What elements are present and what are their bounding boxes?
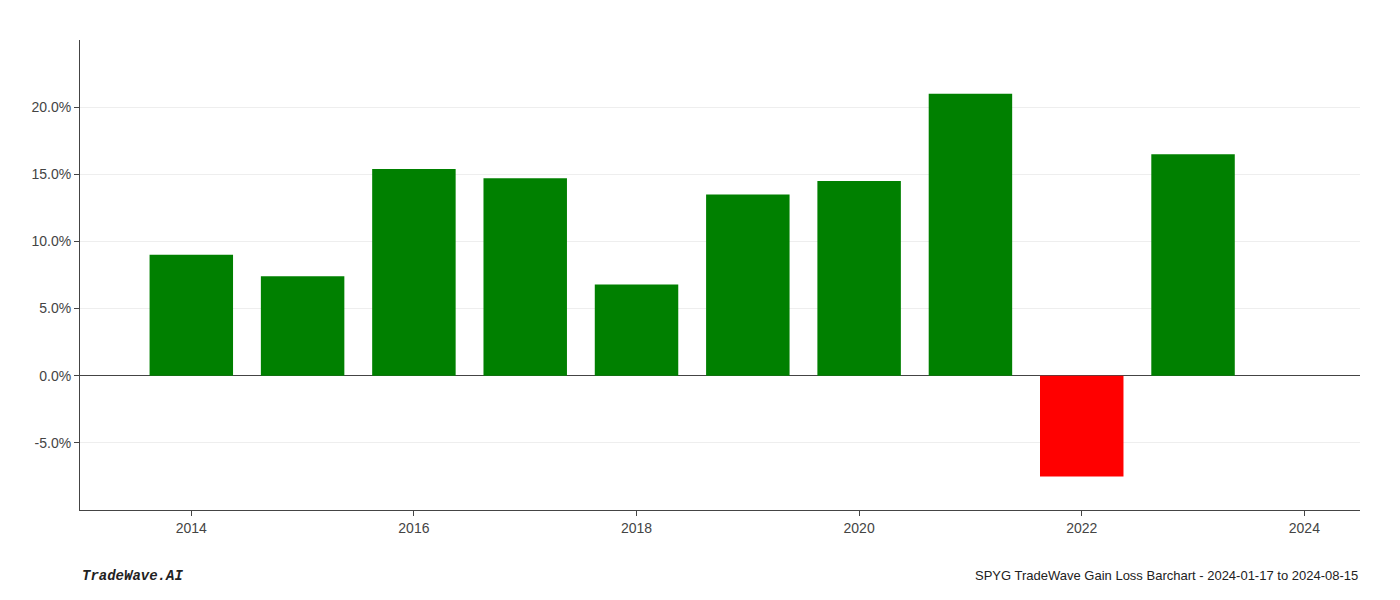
svg-text:2022: 2022 [1066,520,1097,536]
svg-text:-5.0%: -5.0% [35,435,72,451]
svg-text:15.0%: 15.0% [31,166,71,182]
svg-text:2018: 2018 [621,520,652,536]
svg-text:2020: 2020 [844,520,875,536]
svg-text:5.0%: 5.0% [39,300,71,316]
svg-text:10.0%: 10.0% [31,233,71,249]
svg-text:TradeWave.AI: TradeWave.AI [82,568,183,584]
svg-text:20.0%: 20.0% [31,99,71,115]
svg-text:2014: 2014 [176,520,207,536]
svg-text:SPYG TradeWave Gain Loss Barch: SPYG TradeWave Gain Loss Barchart - 2024… [975,568,1358,583]
svg-text:2024: 2024 [1289,520,1320,536]
svg-text:0.0%: 0.0% [39,368,71,384]
svg-text:2016: 2016 [398,520,429,536]
